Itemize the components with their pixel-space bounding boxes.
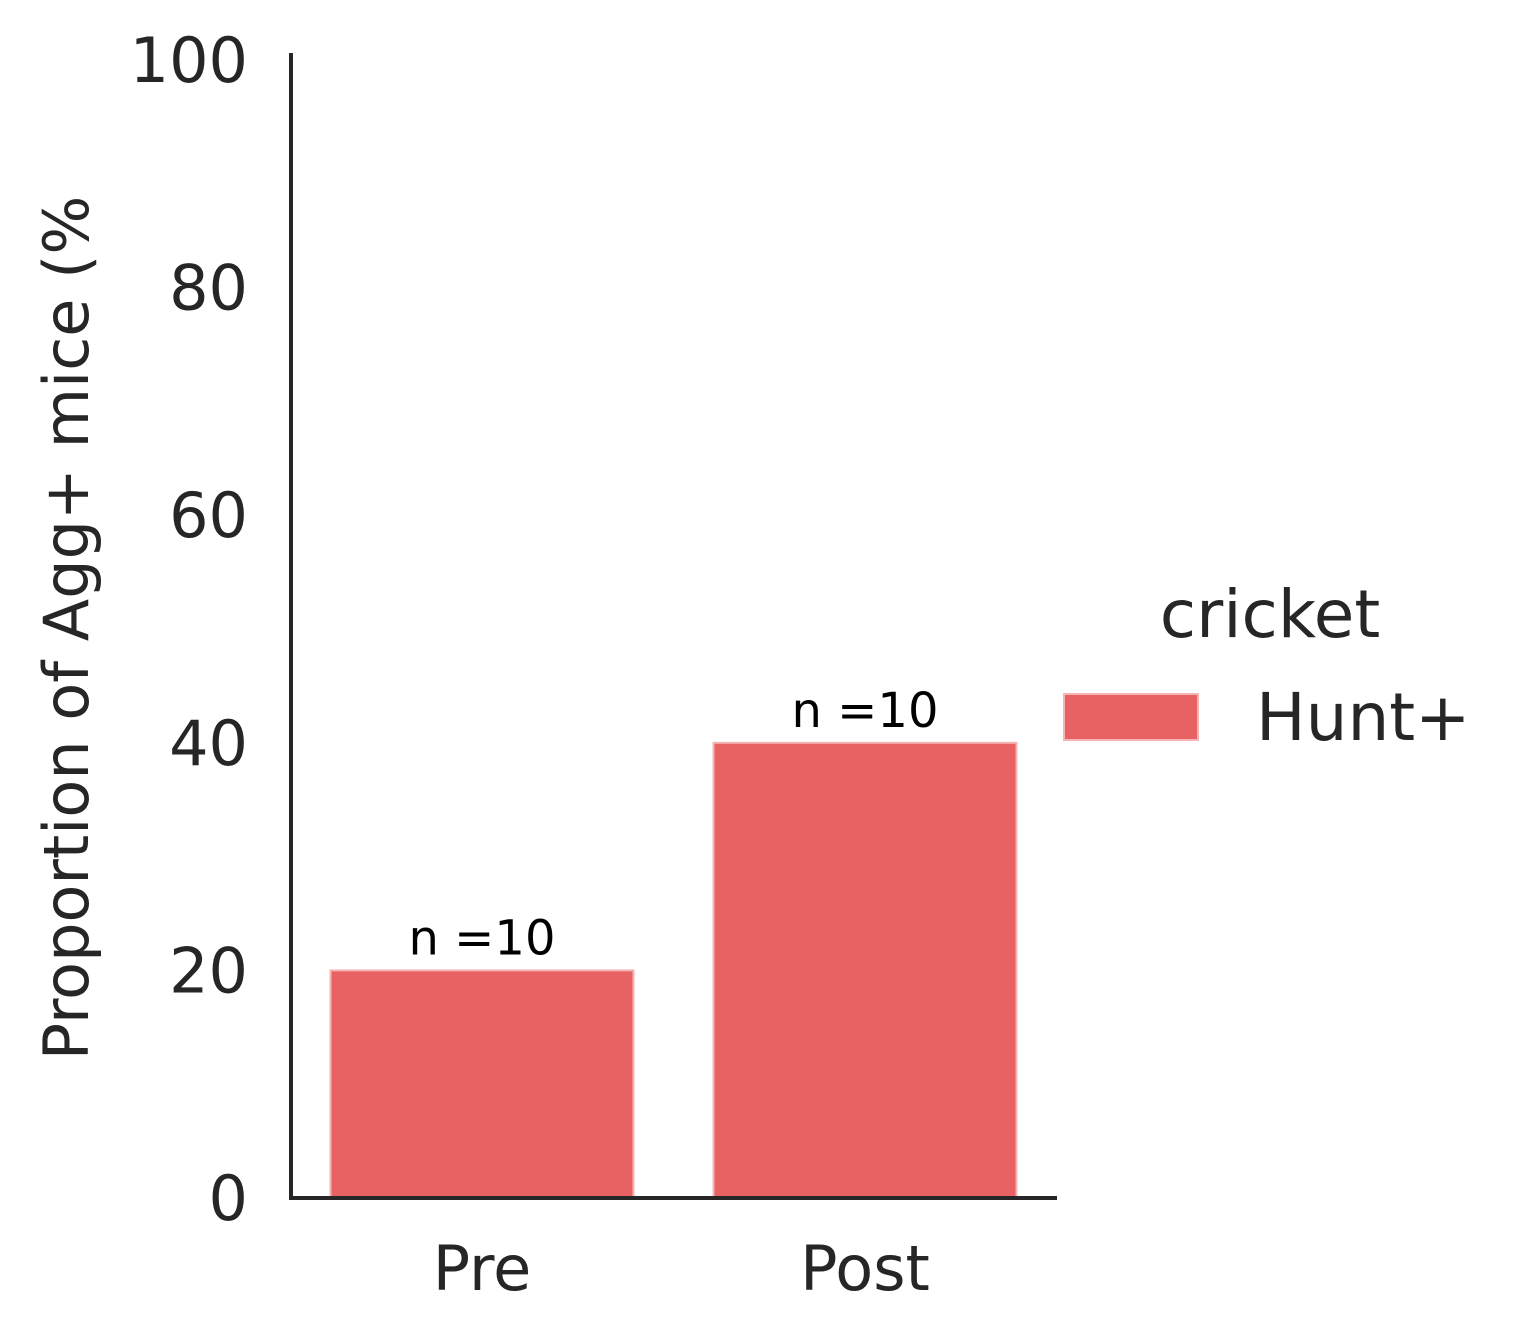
legend: cricket Hunt+ [1063,576,1470,756]
bar-post [712,741,1018,1199]
x-axis-ticks: Pre Post [433,1232,930,1305]
y-tick-label-40: 40 [169,707,248,780]
y-tick-label-80: 80 [169,252,248,325]
bar-pre [329,969,635,1200]
bar-labels: n =10 n =10 [409,683,939,967]
bar-label-post: n =10 [792,683,939,739]
y-axis-ticks: 0 20 40 60 80 100 [130,24,248,1235]
y-axis-title: Proportion of Agg+ mice (% [30,196,103,1061]
y-tick-label-20: 20 [169,934,248,1007]
bar-label-pre: n =10 [409,910,556,966]
y-tick-label-100: 100 [130,24,248,97]
y-tick-label-0: 0 [209,1162,248,1235]
x-tick-label-pre: Pre [433,1232,532,1305]
x-tick-label-post: Post [800,1232,930,1305]
y-tick-label-60: 60 [169,479,248,552]
legend-title: cricket [1160,576,1380,653]
plot-area [329,741,1018,1200]
legend-label-hunt-plus: Hunt+ [1256,679,1470,756]
legend-swatch-hunt-plus [1063,693,1199,741]
